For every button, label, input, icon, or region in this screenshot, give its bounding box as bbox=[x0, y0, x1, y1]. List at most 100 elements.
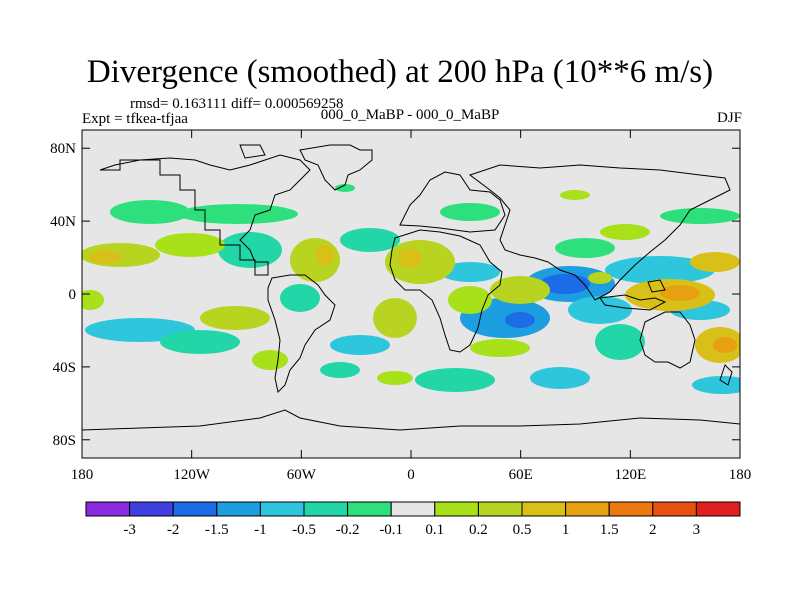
field-region bbox=[660, 285, 700, 301]
y-tick-label: 80S bbox=[53, 433, 76, 449]
field-region bbox=[320, 362, 360, 378]
coastline-new-zealand bbox=[719, 364, 733, 386]
field-region bbox=[335, 184, 355, 192]
field-region bbox=[373, 298, 417, 338]
x-tick-label: 120W bbox=[173, 467, 211, 483]
colorbar-label: -0.1 bbox=[379, 522, 403, 538]
x-tick-label: 0 bbox=[407, 467, 415, 483]
colorbar-label: 0.1 bbox=[425, 522, 444, 538]
field-region bbox=[160, 330, 240, 354]
colorbar-label: 0.2 bbox=[469, 522, 488, 538]
coastline-australia bbox=[639, 311, 696, 369]
field-region bbox=[568, 296, 632, 324]
colorbar-label: -0.2 bbox=[336, 522, 360, 538]
coastline-indonesia bbox=[599, 294, 667, 311]
field-region bbox=[588, 272, 612, 284]
coastline-asia bbox=[468, 164, 731, 301]
y-tick-label: 0 bbox=[69, 287, 77, 303]
colorbar-swatch bbox=[565, 501, 610, 517]
x-axis: 180 120W 60W 0 60E 120E 180 bbox=[71, 130, 752, 483]
field-region bbox=[110, 200, 190, 224]
y-tick-label: 40N bbox=[50, 214, 76, 230]
coastline-antarctica bbox=[82, 409, 740, 431]
x-tick-label: 120E bbox=[614, 467, 646, 483]
field-region bbox=[155, 233, 225, 257]
colorbar-label: -3 bbox=[123, 522, 136, 538]
x-tick-label: 180 bbox=[71, 467, 94, 483]
field-region bbox=[692, 376, 740, 394]
field-region bbox=[440, 203, 500, 221]
coastline-africa bbox=[389, 229, 503, 353]
field-region bbox=[252, 350, 288, 370]
rmsd-diff-stats: rmsd= 0.163111 diff= 0.000569258 bbox=[130, 96, 344, 112]
colorbar-label: -2 bbox=[167, 522, 180, 538]
colorbar-swatch bbox=[259, 501, 305, 517]
field-region bbox=[340, 228, 400, 252]
coastlines bbox=[82, 144, 740, 431]
coastline-arctic-islands bbox=[239, 144, 266, 159]
field-region bbox=[89, 250, 121, 264]
colorbar-swatch bbox=[85, 501, 131, 517]
colorbar-swatch bbox=[695, 501, 741, 517]
colorbar-swatch bbox=[303, 501, 349, 517]
divergence-field bbox=[82, 184, 740, 394]
season-label: DJF bbox=[716, 110, 742, 126]
coastline-south-america bbox=[267, 274, 336, 394]
field-region bbox=[440, 262, 500, 282]
field-region bbox=[605, 256, 715, 284]
x-tick-label: 180 bbox=[729, 467, 752, 483]
field-region bbox=[560, 190, 590, 200]
field-region bbox=[315, 245, 335, 265]
y-tick-label: 80N bbox=[50, 141, 76, 157]
field-region bbox=[595, 324, 645, 360]
field-region bbox=[280, 284, 320, 312]
field-region bbox=[448, 286, 492, 314]
field-region bbox=[200, 306, 270, 330]
coastline-greenland bbox=[299, 144, 373, 191]
coastline-europe bbox=[399, 171, 506, 233]
field-region bbox=[415, 368, 495, 392]
colorbar-swatch bbox=[129, 501, 174, 517]
colorbar-swatch bbox=[521, 501, 567, 517]
field-region bbox=[505, 312, 535, 328]
colorbar-swatch bbox=[434, 501, 479, 517]
colorbar-swatch bbox=[608, 501, 654, 517]
coastline-north-america bbox=[99, 154, 311, 276]
colorbar-swatch bbox=[477, 501, 523, 517]
x-tick-label: 60W bbox=[287, 467, 317, 483]
y-axis: 80N 40N 0 40S 80S bbox=[50, 141, 740, 449]
field-region bbox=[690, 252, 740, 272]
colorbar: -3 -2 -1.5 -1 -0.5 -0.2 -0.1 0.1 0.2 0.5 1 1.5 2 3 bbox=[85, 501, 741, 538]
colorbar-swatch bbox=[652, 501, 697, 517]
field-region bbox=[82, 290, 104, 310]
y-tick-label: 40S bbox=[53, 360, 76, 376]
field-region bbox=[377, 371, 413, 385]
field-region bbox=[330, 335, 390, 355]
colorbar-label: -1.5 bbox=[205, 522, 229, 538]
field-region bbox=[470, 339, 530, 357]
experiment-period: 000_0_MaBP - 000_0_MaBP bbox=[320, 107, 500, 123]
page-title: Divergence (smoothed) at 200 hPa (10**6 … bbox=[86, 54, 714, 90]
colorbar-label: 1 bbox=[562, 522, 570, 538]
colorbar-swatch bbox=[216, 501, 261, 517]
field-region bbox=[660, 208, 740, 224]
colorbar-swatch bbox=[172, 501, 218, 517]
colorbar-swatch bbox=[390, 501, 436, 517]
coastline-philippines bbox=[647, 279, 666, 293]
colorbar-label: 3 bbox=[693, 522, 701, 538]
field-region bbox=[490, 276, 550, 304]
colorbar-label: 1.5 bbox=[600, 522, 619, 538]
field-region bbox=[178, 204, 298, 224]
colorbar-label: -1 bbox=[254, 522, 267, 538]
colorbar-label: 2 bbox=[649, 522, 657, 538]
field-region bbox=[555, 238, 615, 258]
field-region bbox=[530, 367, 590, 389]
experiment-id: Expt = tfkea-tfjaa bbox=[82, 111, 188, 127]
colorbar-label: -0.5 bbox=[292, 522, 316, 538]
field-region bbox=[600, 224, 650, 240]
colorbar-label: 0.5 bbox=[513, 522, 532, 538]
colorbar-swatch bbox=[347, 501, 392, 517]
field-region bbox=[713, 337, 737, 353]
x-tick-label: 60E bbox=[509, 467, 533, 483]
